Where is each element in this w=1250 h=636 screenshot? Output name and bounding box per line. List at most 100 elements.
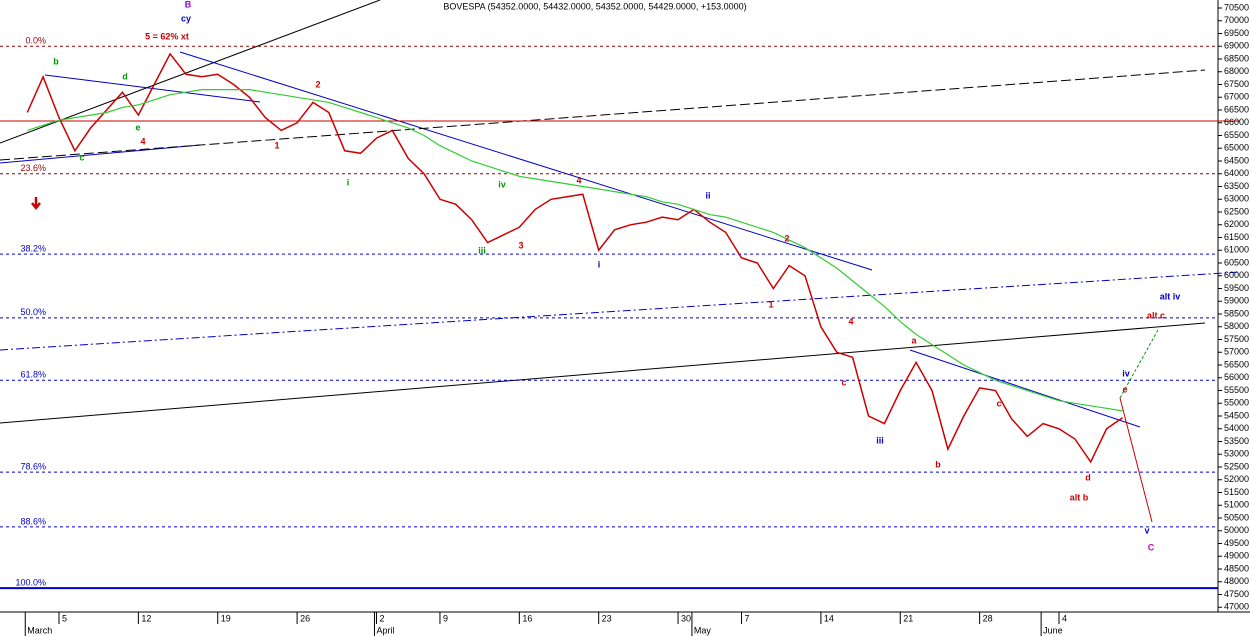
wave-label: i (347, 177, 350, 187)
wave-label: 4 (848, 316, 853, 326)
wave-label: iii (876, 435, 884, 445)
wave-label: cy (181, 13, 191, 23)
y-tick-label: 50500 (1224, 512, 1249, 522)
x-tick-label: 7 (745, 613, 750, 623)
wave-label: 1 (274, 140, 279, 150)
level-label: 78.6% (20, 461, 46, 471)
month-label: June (1043, 625, 1063, 635)
wave-label: ii (705, 190, 710, 200)
x-tick-label: 12 (141, 613, 151, 623)
projection (1119, 329, 1159, 399)
wave-label: i (598, 259, 601, 269)
level-label: 88.6% (20, 516, 46, 526)
y-tick-label: 65500 (1224, 130, 1249, 140)
y-tick-label: 52000 (1224, 474, 1249, 484)
y-tick-label: 48000 (1224, 576, 1249, 586)
month-label: May (694, 625, 712, 635)
y-tick-label: 52500 (1224, 461, 1249, 471)
x-tick-label: 19 (221, 613, 231, 623)
projection (1119, 397, 1153, 523)
y-tick-label: 53000 (1224, 449, 1249, 459)
wave-label: iii (478, 245, 486, 255)
y-tick-label: 49000 (1224, 551, 1249, 561)
wave-label: 3 (518, 240, 523, 250)
y-tick-label: 68000 (1224, 66, 1249, 76)
x-tick-label: 2 (379, 613, 384, 623)
y-tick-label: 60500 (1224, 257, 1249, 267)
y-tick-label: 56000 (1224, 372, 1249, 382)
y-tick-label: 65000 (1224, 143, 1249, 153)
price-line (27, 89, 1123, 412)
y-tick-label: 58500 (1224, 308, 1249, 318)
x-tick-label: 14 (824, 613, 834, 623)
y-tick-label: 64500 (1224, 155, 1249, 165)
y-tick-label: 53500 (1224, 436, 1249, 446)
level-label: 100.0% (15, 578, 46, 588)
x-tick-label: 30 (681, 613, 691, 623)
trendline (0, 144, 201, 164)
y-tick-label: 59500 (1224, 283, 1249, 293)
x-tick-label: 26 (300, 613, 310, 623)
y-tick-label: 60000 (1224, 270, 1249, 280)
y-tick-label: 55000 (1224, 398, 1249, 408)
y-tick-label: 66000 (1224, 117, 1249, 127)
x-tick-label: 5 (62, 613, 67, 623)
y-tick-label: 50000 (1224, 525, 1249, 535)
wave-label: c (79, 152, 84, 162)
wave-label: 5 = 62% xt (145, 31, 189, 41)
level-label: 0.0% (25, 36, 46, 46)
y-tick-label: 67500 (1224, 79, 1249, 89)
y-tick-label: 61500 (1224, 232, 1249, 242)
wave-label: 4 (576, 175, 581, 185)
x-tick-label: 21 (903, 613, 913, 623)
y-tick-label: 51500 (1224, 487, 1249, 497)
y-tick-label: 58000 (1224, 321, 1249, 331)
y-tick-label: 47500 (1224, 589, 1249, 599)
y-tick-label: 63000 (1224, 194, 1249, 204)
x-tick-label: 23 (602, 613, 612, 623)
month-label: April (376, 625, 394, 635)
wave-label: d (122, 71, 128, 81)
wave-label: B (185, 0, 192, 9)
y-tick-label: 62500 (1224, 206, 1249, 216)
trendline (909, 349, 1141, 428)
trendline (0, 69, 1206, 161)
x-tick-label: 4 (1062, 613, 1067, 623)
wave-label: C (1148, 542, 1155, 552)
x-tick-label: 9 (443, 613, 448, 623)
wave-label: d (1085, 472, 1091, 482)
wave-label: b (53, 56, 59, 66)
y-tick-label: 54500 (1224, 410, 1249, 420)
wave-label: 2 (315, 79, 320, 89)
level-label: 38.2% (20, 243, 46, 253)
wave-label: iv (498, 179, 506, 189)
y-tick-label: 63500 (1224, 181, 1249, 191)
y-tick-label: 69500 (1224, 28, 1249, 38)
wave-label: iv (1122, 368, 1130, 378)
wave-label: v (1144, 525, 1149, 535)
y-tick-label: 47000 (1224, 602, 1249, 612)
trendline (0, 322, 1206, 424)
month-label: March (27, 625, 52, 635)
wave-label: alt c (1147, 310, 1165, 320)
y-tick-label: 48500 (1224, 563, 1249, 573)
y-tick-label: 56500 (1224, 359, 1249, 369)
y-tick-label: 57000 (1224, 347, 1249, 357)
wave-label: 4 (140, 136, 145, 146)
wave-label: c (996, 398, 1001, 408)
y-tick-label: 57500 (1224, 334, 1249, 344)
wave-label: a (911, 335, 917, 345)
y-tick-label: 61000 (1224, 245, 1249, 255)
x-tick-label: 28 (983, 613, 993, 623)
y-tick-label: 51000 (1224, 500, 1249, 510)
y-tick-label: 49500 (1224, 538, 1249, 548)
y-tick-label: 70500 (1224, 2, 1249, 12)
wave-label: e (135, 122, 140, 132)
level-label: 50.0% (20, 307, 46, 317)
y-tick-label: 66500 (1224, 104, 1249, 114)
x-tick-label: 16 (522, 613, 532, 623)
y-tick-label: 64000 (1224, 168, 1249, 178)
wave-label: alt iv (1160, 291, 1181, 301)
wave-label: e (1122, 384, 1127, 394)
